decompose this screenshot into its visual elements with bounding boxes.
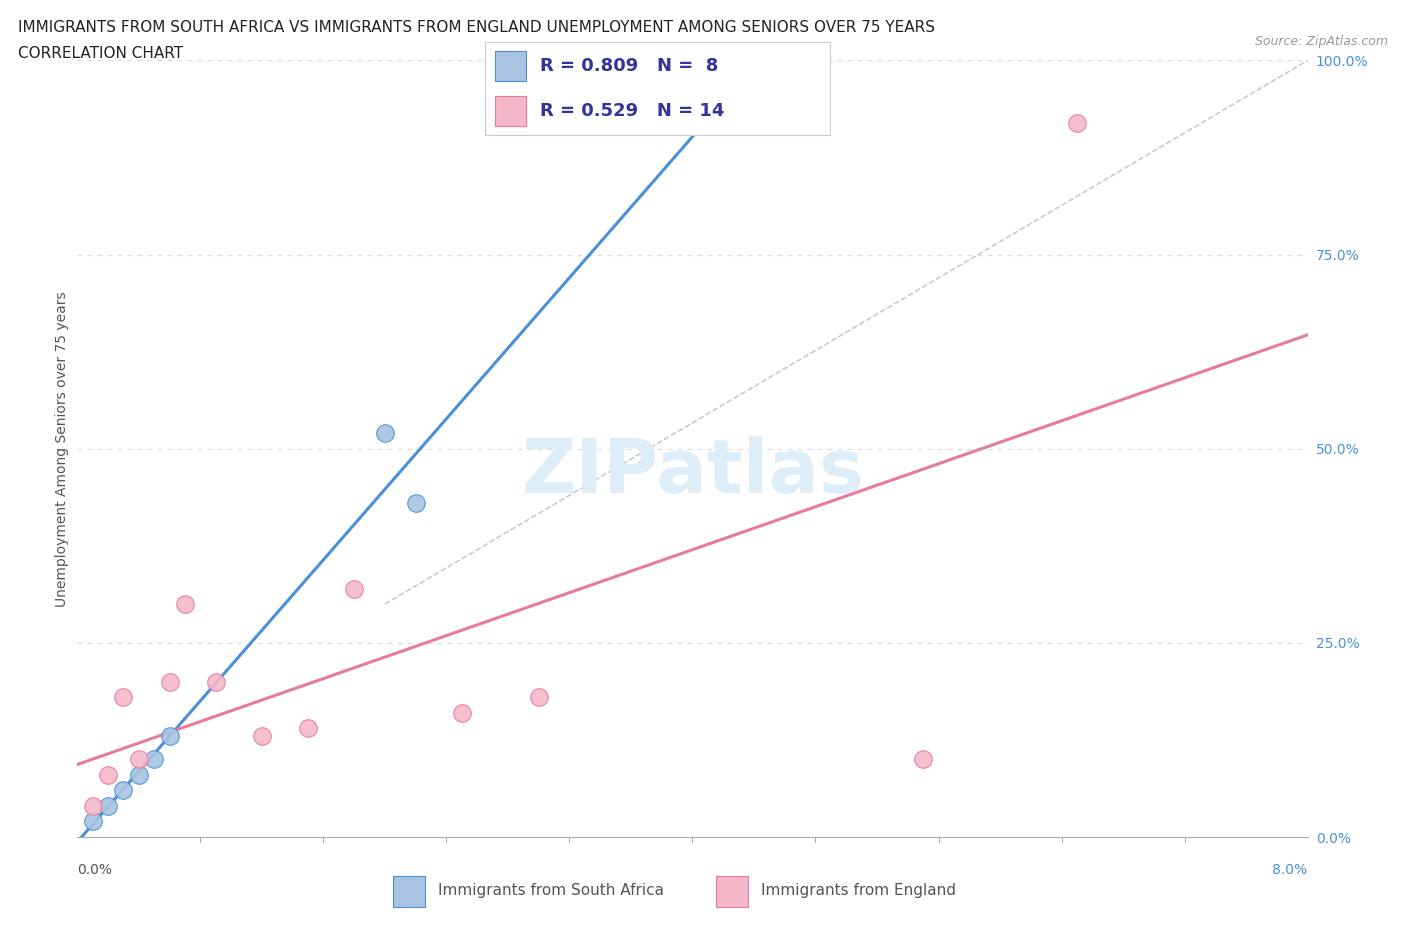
Point (82, 814, 104, 829)
Point (97, 767, 120, 782)
Text: CORRELATION CHART: CORRELATION CHART (18, 46, 183, 61)
Point (128, 767, 150, 782)
Point (250, 728, 273, 743)
Point (405, 496, 427, 511)
Point (527, 690, 550, 705)
Point (143, 751, 166, 766)
Text: 8.0%: 8.0% (1272, 863, 1308, 877)
Text: Immigrants from England: Immigrants from England (761, 884, 956, 898)
Point (159, 674, 181, 689)
Bar (495, 96, 526, 126)
Point (97, 799, 120, 814)
Point (174, 597, 197, 612)
Text: ZIPatlas: ZIPatlas (522, 435, 863, 509)
Point (912, 751, 935, 766)
Text: Source: ZipAtlas.com: Source: ZipAtlas.com (1254, 35, 1388, 48)
Point (128, 751, 150, 766)
Point (1066, 115, 1088, 130)
Point (112, 690, 135, 705)
Bar (495, 51, 526, 81)
Y-axis label: Unemployment Among Seniors over 75 years: Unemployment Among Seniors over 75 years (55, 291, 69, 606)
Text: 0.0%: 0.0% (77, 863, 112, 877)
Point (204, 674, 226, 689)
Point (297, 721, 319, 736)
Point (112, 783, 135, 798)
Point (450, 705, 472, 720)
Text: R = 0.809   N =  8: R = 0.809 N = 8 (540, 57, 718, 75)
Point (159, 728, 181, 743)
Text: Immigrants from South Africa: Immigrants from South Africa (437, 884, 664, 898)
Text: R = 0.529   N = 14: R = 0.529 N = 14 (540, 101, 724, 120)
Point (343, 581, 366, 596)
Bar (392, 876, 425, 907)
Text: IMMIGRANTS FROM SOUTH AFRICA VS IMMIGRANTS FROM ENGLAND UNEMPLOYMENT AMONG SENIO: IMMIGRANTS FROM SOUTH AFRICA VS IMMIGRAN… (18, 20, 935, 35)
Point (82, 799, 104, 814)
Bar (716, 876, 748, 907)
Point (374, 426, 396, 441)
